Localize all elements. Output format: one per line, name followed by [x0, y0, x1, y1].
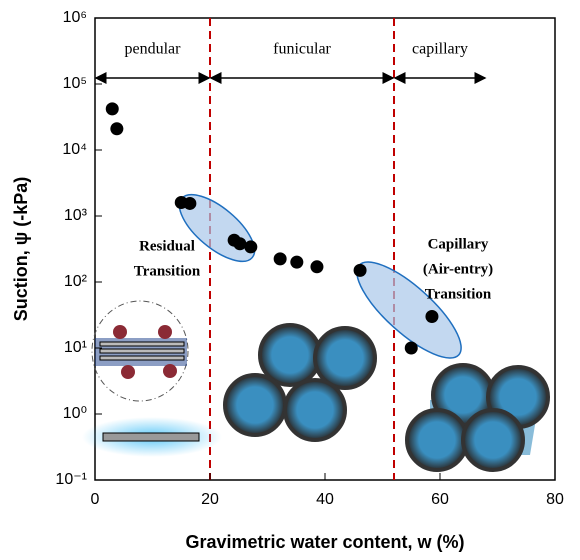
x-tick-label: 80 [546, 491, 564, 508]
annotation: Transition [425, 286, 492, 302]
y-tick-label: 10⁴ [62, 141, 87, 158]
annotation: (Air-entry) [423, 261, 493, 277]
annotation: Residual [139, 238, 195, 254]
x-tick-label: 60 [431, 491, 449, 508]
data-point [183, 196, 197, 210]
annotation: Transition [134, 263, 201, 279]
y-tick-label: 10⁵ [63, 75, 87, 92]
y-tick-label: 10⁰ [63, 405, 87, 422]
x-tick-label: 0 [91, 491, 100, 508]
data-point [310, 260, 324, 274]
annotation: Capillary [428, 236, 489, 252]
data-point [273, 252, 287, 266]
region-label: funicular [273, 41, 331, 58]
data-point [105, 102, 119, 116]
region-label: pendular [125, 41, 182, 58]
y-axis-label: Suction, ψ (-kPa) [11, 177, 31, 322]
funicular-particles [223, 323, 377, 442]
data-point [404, 341, 418, 355]
stack [95, 325, 187, 379]
region-label: capillary [412, 41, 468, 58]
x-tick-label: 40 [316, 491, 334, 508]
y-tick-label: 10¹ [64, 339, 87, 356]
y-tick-label: 10² [64, 273, 88, 290]
data-point [244, 240, 258, 254]
data-point [425, 310, 439, 324]
data-point [233, 237, 247, 251]
y-tick-label: 10⁶ [63, 9, 87, 26]
data-point [353, 263, 367, 277]
capillary-particles [405, 363, 550, 472]
illustrations [82, 193, 550, 472]
x-axis-label: Gravimetric water content, w (%) [185, 532, 464, 552]
y-tick-label: 10³ [64, 207, 88, 224]
x-tick-label: 20 [201, 491, 219, 508]
y-tick-label: 10⁻¹ [55, 471, 87, 488]
zoom-circle [91, 300, 189, 402]
data-point [290, 255, 304, 269]
data-point [110, 122, 124, 136]
platelet [102, 432, 200, 442]
